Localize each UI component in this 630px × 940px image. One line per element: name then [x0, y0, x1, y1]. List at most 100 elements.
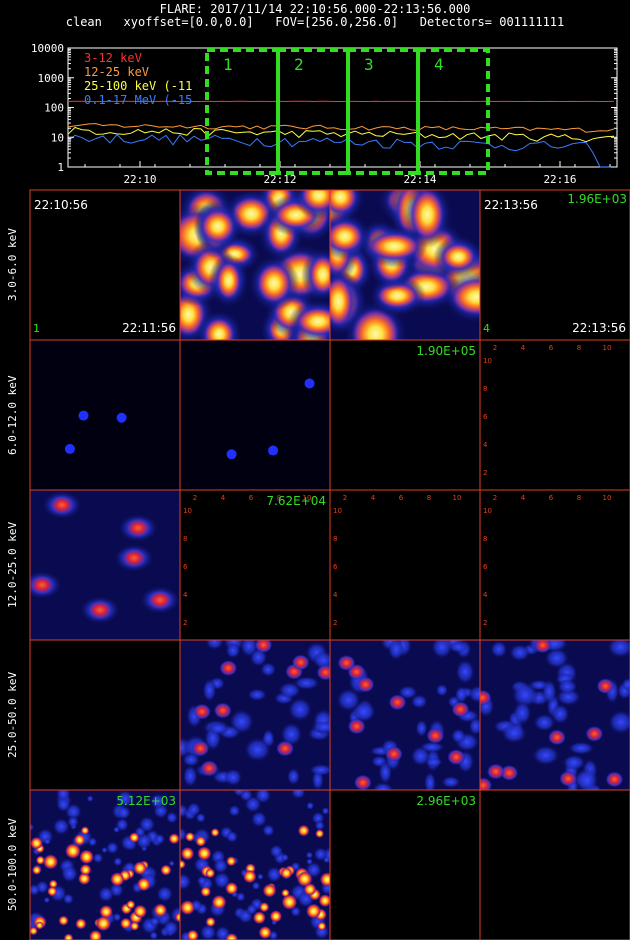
speckle — [43, 896, 51, 904]
source-blob — [268, 445, 279, 456]
source-blob — [384, 745, 403, 762]
source-halo — [182, 764, 198, 788]
source-halo — [205, 640, 224, 651]
speckle-hot — [126, 900, 136, 910]
image-cell — [329, 339, 481, 491]
source-halo — [562, 754, 586, 771]
interval-label: 2 — [294, 55, 304, 74]
speckle — [281, 853, 289, 862]
cell-tick-label: 2 — [493, 494, 497, 502]
cell-background — [480, 490, 630, 640]
speckle-hot — [168, 833, 180, 845]
speckle — [235, 891, 246, 902]
cell-background — [30, 190, 180, 340]
cell-tick-label: 6 — [333, 563, 338, 571]
source-halo — [280, 722, 303, 747]
legend-entry: 25-100 keV (-11 — [84, 79, 192, 93]
interval-box — [205, 48, 280, 175]
speckle — [165, 811, 178, 824]
speckle — [256, 873, 264, 881]
speckle-hot — [205, 868, 216, 879]
lightcurve-axes-box — [67, 47, 618, 168]
speckle — [149, 793, 166, 810]
annotation-time_mid: 22:11:56 — [122, 321, 176, 335]
cell-background — [330, 490, 480, 640]
annotation-idx_right: 4 — [483, 322, 490, 335]
source-halo — [239, 640, 259, 658]
source-blob — [256, 263, 292, 304]
source-blob — [30, 575, 55, 595]
lightcurve-series — [67, 100, 615, 168]
cell-tick-label: 2 — [183, 619, 187, 627]
speckle-hot — [65, 843, 81, 859]
speckle-hot — [195, 835, 207, 847]
source-blob — [276, 740, 295, 757]
image-cell — [29, 639, 181, 791]
cell-tick-label: 8 — [483, 385, 487, 393]
speckle — [30, 823, 35, 832]
image-cell — [29, 489, 181, 641]
cell-background — [480, 790, 630, 940]
speckle — [62, 893, 74, 905]
speckle-hot — [95, 915, 112, 932]
source-blob — [309, 255, 330, 294]
source-blob — [410, 190, 444, 240]
annotation-max_r1: 1.90E+05 — [416, 344, 476, 358]
image-cell — [479, 189, 630, 341]
cell-background — [330, 340, 480, 490]
speckle — [228, 804, 241, 817]
speckle — [213, 871, 231, 890]
row-energy-label: 25.0-50.0 keV — [6, 671, 19, 758]
speckle-hot — [210, 828, 220, 837]
source-halo — [208, 722, 229, 735]
cell-tick-label: 4 — [333, 591, 338, 599]
source-blob — [213, 702, 232, 719]
source-blob — [447, 749, 466, 766]
source-halo — [387, 640, 405, 661]
speckle-hot — [30, 836, 43, 850]
speckle-hot — [79, 849, 94, 865]
image-cell — [29, 789, 181, 940]
x-tick-label: 22:16 — [543, 173, 576, 186]
source-halo — [287, 697, 313, 722]
speckle-hot — [281, 888, 290, 898]
source-halo — [225, 642, 241, 659]
speckle-hot — [296, 871, 313, 887]
speckle-hot — [47, 886, 58, 897]
cell-tick-label: 10 — [333, 507, 342, 515]
cell-tick-label: 8 — [483, 535, 487, 543]
series-line-2 — [67, 126, 615, 143]
source-blob — [254, 640, 273, 653]
speckle — [313, 847, 328, 862]
speckle-hot — [89, 930, 102, 940]
image-cell — [479, 489, 630, 641]
source-blob — [368, 232, 420, 260]
source-halo — [182, 752, 200, 767]
source-blob — [356, 676, 375, 693]
source-halo — [415, 719, 428, 738]
source-blob — [78, 410, 89, 421]
speckle-hot — [180, 900, 195, 915]
speckle — [233, 790, 246, 797]
speckle-hot — [243, 869, 257, 884]
source-halo — [224, 768, 243, 787]
cell-tick-label: 4 — [483, 591, 488, 599]
annotation-max_r4a: 5.12E+03 — [116, 794, 176, 808]
cell-tick-label: 10 — [603, 494, 612, 502]
source-blob — [125, 518, 151, 538]
source-halo — [372, 782, 394, 790]
speckle-hot — [35, 921, 44, 930]
cell-background — [30, 340, 180, 490]
legend-entry: 12-25 keV — [84, 65, 149, 79]
speckle — [97, 886, 115, 903]
annotation-time_overlap_bottom: 22:13:56 — [572, 321, 626, 335]
cell-tick-label: 4 — [521, 494, 526, 502]
cell-tick-label: 8 — [577, 494, 581, 502]
speckle-hot — [252, 911, 266, 925]
source-blob — [388, 694, 407, 711]
speckle-hot — [281, 894, 298, 910]
source-blob — [330, 190, 357, 214]
speckle-hot — [30, 926, 38, 936]
series-line-3 — [67, 133, 614, 168]
lightcurve-x-ticks: 22:10 22:12 22:14 22:16 — [84, 161, 611, 186]
